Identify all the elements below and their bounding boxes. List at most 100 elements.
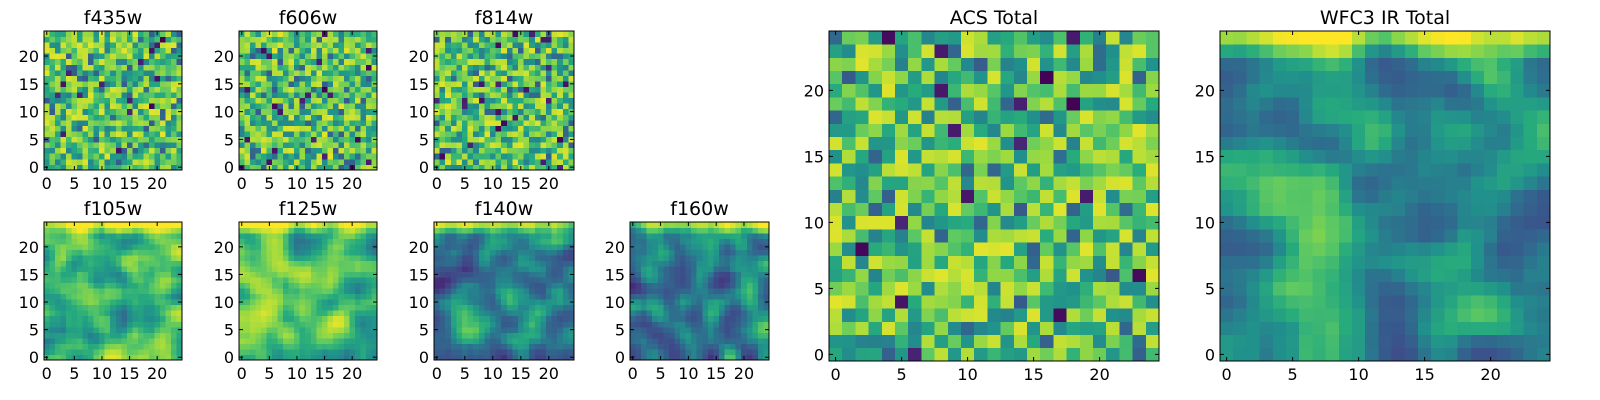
heatmap-cell bbox=[255, 348, 262, 355]
heatmap-cell bbox=[354, 354, 361, 361]
heatmap-cell bbox=[66, 288, 72, 295]
heatmap-cell bbox=[137, 354, 144, 361]
heatmap-cell bbox=[310, 47, 317, 54]
heatmap-cell bbox=[261, 108, 267, 115]
heatmap-cell bbox=[518, 238, 524, 245]
heatmap-cell bbox=[154, 42, 161, 49]
heatmap-cell bbox=[1000, 321, 1015, 335]
heatmap-cell bbox=[294, 288, 301, 295]
heatmap-cell bbox=[490, 227, 496, 234]
heatmap-cell bbox=[434, 75, 440, 82]
heatmap-cell bbox=[104, 53, 111, 60]
heatmap-cell bbox=[434, 337, 440, 344]
heatmap-cell bbox=[132, 326, 139, 333]
heatmap-cell bbox=[495, 114, 502, 121]
heatmap-cell bbox=[55, 249, 61, 256]
heatmap-cell bbox=[735, 310, 742, 317]
heatmap-cell bbox=[534, 266, 541, 273]
heatmap-cell bbox=[154, 158, 161, 165]
heatmap-cell bbox=[66, 92, 72, 99]
heatmap-cell bbox=[338, 354, 345, 361]
heatmap-cell bbox=[338, 310, 345, 317]
heatmap-cell bbox=[445, 147, 452, 154]
heatmap-cell bbox=[261, 64, 267, 71]
heatmap-cell bbox=[829, 149, 843, 164]
heatmap-cell bbox=[501, 64, 508, 71]
heatmap-cell bbox=[55, 114, 61, 121]
heatmap-cell bbox=[365, 136, 372, 143]
heatmap-cell bbox=[668, 249, 675, 256]
heatmap-cell bbox=[360, 326, 367, 333]
heatmap-cell bbox=[165, 277, 172, 284]
heatmap-cell bbox=[170, 164, 177, 171]
heatmap-cell bbox=[450, 315, 457, 322]
heatmap-cell bbox=[93, 354, 100, 361]
heatmap-cell bbox=[473, 108, 480, 115]
heatmap-cell bbox=[518, 136, 524, 143]
heatmap-cell bbox=[132, 125, 139, 132]
heatmap-cell bbox=[921, 295, 935, 309]
heatmap-cell bbox=[154, 244, 161, 250]
heatmap-cell bbox=[159, 36, 166, 43]
heatmap-cell bbox=[551, 326, 558, 333]
heatmap-cell bbox=[456, 315, 463, 322]
heatmap-cell bbox=[713, 266, 720, 273]
heatmap-cell bbox=[294, 282, 301, 289]
heatmap-cell bbox=[349, 42, 356, 49]
heatmap-cell bbox=[239, 158, 245, 165]
heatmap-cell bbox=[88, 310, 95, 317]
heatmap-cell bbox=[562, 153, 569, 160]
heatmap-cell bbox=[718, 227, 725, 234]
heatmap-cell bbox=[283, 332, 290, 339]
heatmap-cell bbox=[104, 288, 111, 295]
heatmap-cell bbox=[55, 142, 61, 149]
heatmap-cell bbox=[255, 119, 262, 126]
heatmap-cell bbox=[332, 222, 339, 228]
heatmap-cell bbox=[283, 97, 290, 104]
heatmap-cell bbox=[170, 42, 177, 49]
heatmap-cell bbox=[562, 69, 569, 76]
heatmap-cell bbox=[506, 108, 513, 115]
heatmap-cell bbox=[154, 92, 161, 99]
heatmap-cell bbox=[1079, 242, 1094, 256]
heatmap-cell bbox=[691, 255, 698, 262]
heatmap-cell bbox=[327, 108, 334, 115]
heatmap-cell bbox=[495, 227, 502, 234]
heatmap-cell bbox=[266, 271, 273, 278]
heatmap-cell bbox=[170, 326, 177, 333]
heatmap-cell bbox=[450, 244, 457, 250]
y-tick-label: 10 bbox=[605, 293, 625, 312]
heatmap-cell bbox=[354, 321, 361, 328]
heatmap-cell bbox=[680, 288, 686, 295]
heatmap-cell bbox=[277, 310, 284, 317]
heatmap-cell bbox=[1040, 334, 1054, 349]
heatmap-cell bbox=[250, 64, 256, 71]
heatmap-cell bbox=[881, 149, 896, 164]
heatmap-cell bbox=[266, 238, 273, 245]
heatmap-cell bbox=[1145, 295, 1160, 309]
heatmap-cell bbox=[546, 97, 552, 104]
heatmap-cell bbox=[1132, 334, 1147, 349]
heatmap-cell bbox=[657, 321, 664, 328]
heatmap-cell bbox=[562, 53, 569, 60]
heatmap-cell bbox=[1093, 268, 1107, 283]
heatmap-cell bbox=[562, 326, 569, 333]
heatmap-cell bbox=[250, 147, 256, 154]
heatmap-cell bbox=[343, 97, 350, 104]
heatmap-cell bbox=[294, 153, 301, 160]
heatmap-cell bbox=[540, 343, 547, 350]
heatmap-cell bbox=[467, 326, 474, 333]
heatmap-cell bbox=[321, 153, 328, 160]
heatmap-cell bbox=[99, 299, 106, 306]
heatmap-cell bbox=[746, 266, 753, 273]
heatmap-cell bbox=[518, 227, 524, 234]
heatmap-cell bbox=[288, 343, 295, 350]
heatmap-cell bbox=[299, 97, 306, 104]
heatmap-cell bbox=[349, 81, 356, 87]
heatmap-cell bbox=[947, 163, 962, 177]
heatmap-cell bbox=[718, 315, 725, 322]
heatmap-cell bbox=[332, 103, 339, 110]
heatmap-cell bbox=[534, 249, 541, 256]
heatmap-cell bbox=[501, 233, 508, 239]
heatmap-cell bbox=[110, 92, 117, 99]
